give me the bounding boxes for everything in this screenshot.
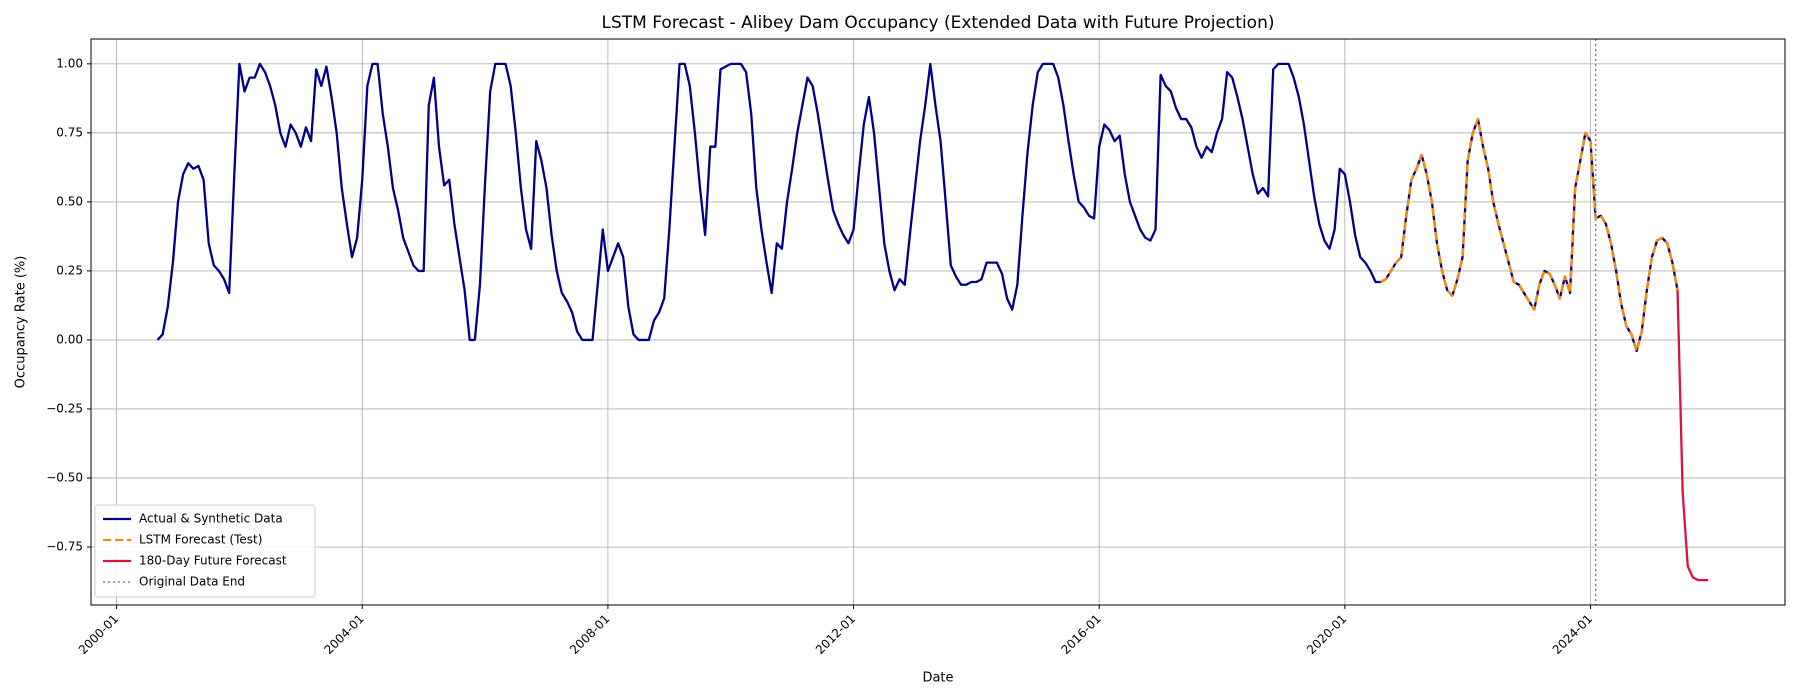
series-line <box>1676 290 1709 582</box>
legend: Actual & Synthetic Data LSTM Forecast (Te… <box>94 504 316 598</box>
x-tick-label: 2004-01 <box>321 612 366 657</box>
y-tick-label: −0.25 <box>46 401 83 415</box>
y-tick-label: 0.00 <box>56 332 83 346</box>
legend-label: LSTM Forecast (Test) <box>139 533 262 547</box>
grid <box>91 39 1785 605</box>
legend-label: Actual & Synthetic Data <box>139 512 283 526</box>
y-tick-label: 0.75 <box>56 125 83 139</box>
series-line <box>156 62 1679 353</box>
x-tick-label: 2012-01 <box>813 612 858 657</box>
x-tick-label: 2008-01 <box>567 612 612 657</box>
y-tick-label: 1.00 <box>56 56 83 70</box>
legend-box <box>94 504 316 598</box>
y-tick-label: 0.25 <box>56 263 83 277</box>
x-tick-label: 2016-01 <box>1058 612 1103 657</box>
x-tick-label: 2000-01 <box>76 612 121 657</box>
y-tick-label: 0.50 <box>56 194 83 208</box>
y-tick-label: −0.50 <box>46 470 83 484</box>
legend-label: 180-Day Future Forecast <box>139 554 287 568</box>
y-tick-label: −0.75 <box>46 540 83 554</box>
legend-label: Original Data End <box>139 575 245 589</box>
x-axis-label: Date <box>922 671 953 686</box>
chart-title: LSTM Forecast - Alibey Dam Occupancy (Ex… <box>602 13 1275 33</box>
series-line <box>1380 117 1679 353</box>
x-tick-label: 2020-01 <box>1304 612 1349 657</box>
plot-frame <box>90 38 1786 606</box>
y-axis-label: Occupancy Rate (%) <box>14 256 29 389</box>
x-tick-label: 2024-01 <box>1550 612 1595 657</box>
